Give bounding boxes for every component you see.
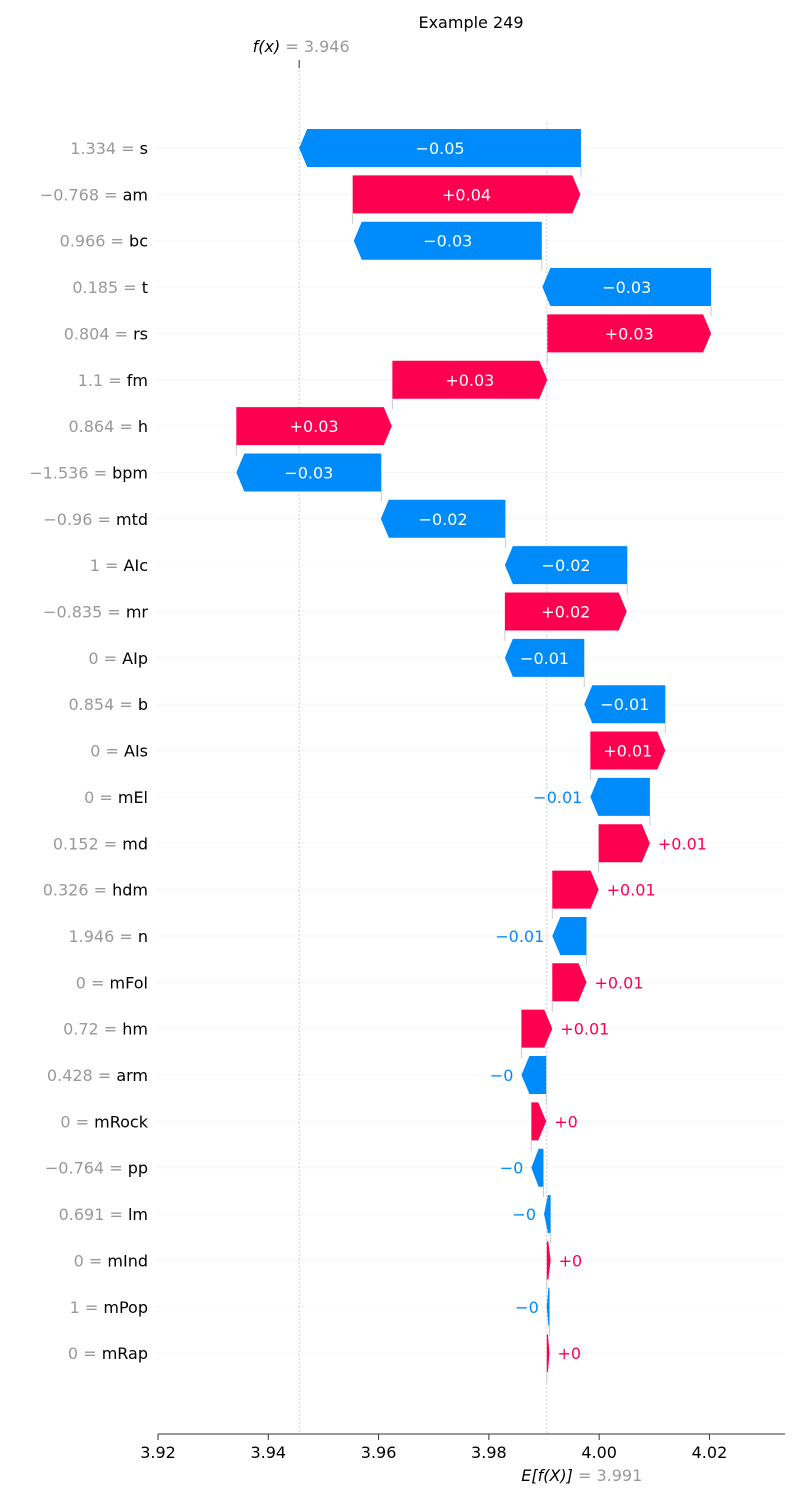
contribution-value-label: +0.01 [594, 973, 643, 992]
contribution-bar [590, 777, 650, 816]
contribution-bar [552, 870, 599, 909]
contribution-bar [531, 1148, 544, 1187]
x-axis-tick-label: 3.94 [250, 1443, 286, 1462]
contribution-value-label: −0.02 [542, 556, 591, 575]
contribution-bar [552, 963, 587, 1002]
feature-label: 0.185 = t [72, 278, 148, 297]
contribution-bar [531, 1102, 547, 1141]
feature-label: 0 = mRock [60, 1112, 148, 1131]
x-axis-tick-label: 3.92 [140, 1443, 176, 1462]
contribution-bar [352, 175, 581, 214]
contribution-value-label: +0.04 [442, 185, 491, 204]
contribution-bar [504, 638, 585, 677]
contribution-bar [598, 824, 650, 863]
contribution-value-label: +0.02 [541, 603, 590, 622]
feature-label: 0 = AIs [90, 742, 148, 761]
contribution-value-label: −0.03 [284, 463, 333, 482]
contribution-value-label: −0.02 [419, 510, 468, 529]
contribution-bar [547, 314, 712, 353]
chart-title: Example 249 [418, 13, 523, 32]
fx-annotation: f(x) = 3.946 [253, 37, 350, 56]
feature-label: −0.835 = mr [43, 603, 148, 622]
contribution-value-label: −0 [512, 1205, 536, 1224]
efx-annotation: E[f(X)] = 3.991 [521, 1466, 642, 1485]
contribution-bar [504, 546, 628, 585]
contribution-bars: −0.05 +0.04 −0.03 −0.03 +0.03 +0.03 +0.03 −0.03… [236, 129, 712, 1373]
contribution-bar [353, 221, 542, 260]
contribution-value-label: +0 [558, 1344, 582, 1363]
x-axis-tick-label: 4.00 [581, 1443, 617, 1462]
contribution-bar [236, 407, 392, 446]
contribution-value-label: −0.01 [520, 649, 569, 668]
contribution-bar [546, 1287, 550, 1326]
feature-label: 0.152 = md [53, 834, 148, 853]
contribution-bar [299, 129, 581, 167]
feature-labels: 1.334 = s −0.768 = am 0.966 = bc 0.185 = t 0… [29, 139, 148, 1363]
contribution-bar [521, 1009, 553, 1048]
x-axis: 3.92 3.94 3.96 3.98 4.00 4.02 [140, 1433, 785, 1462]
contribution-value-label: −0 [500, 1159, 524, 1178]
feature-label: 0.326 = hdm [43, 881, 148, 900]
feature-label: 1.1 = fm [78, 371, 148, 390]
contribution-value-label: +0.01 [603, 742, 652, 761]
contribution-value-label: +0 [559, 1251, 583, 1270]
contribution-value-label: −0.03 [602, 278, 651, 297]
feature-label: 0 = mFol [76, 973, 148, 992]
x-axis-tick-label: 3.96 [361, 1443, 397, 1462]
feature-label: 0.864 = h [68, 417, 148, 436]
contribution-bar [380, 499, 506, 538]
contribution-value-label: −0.05 [416, 139, 465, 158]
contribution-value-label: −0 [490, 1066, 514, 1085]
feature-label: 0 = AIp [88, 649, 148, 668]
efx-label: E[f(X)] = 3.991 [521, 1466, 642, 1485]
feature-label: 1.334 = s [70, 139, 148, 158]
feature-label: 0.72 = hm [63, 1020, 148, 1039]
contribution-value-label: −0 [515, 1298, 539, 1317]
contribution-value-label: −0.03 [423, 232, 472, 251]
feature-label: −0.768 = am [40, 185, 148, 204]
x-axis-tick-label: 4.02 [692, 1443, 728, 1462]
feature-label: 0.691 = lm [59, 1205, 148, 1224]
contribution-value-label: +0 [554, 1112, 578, 1131]
fx-label: f(x) = 3.946 [253, 37, 350, 56]
feature-label: −0.764 = pp [45, 1159, 148, 1178]
feature-label: 0 = mEl [84, 788, 148, 807]
feature-label: −1.536 = bpm [29, 463, 148, 482]
contribution-bar [544, 1195, 551, 1234]
contribution-value-label: +0.03 [290, 417, 339, 436]
contribution-value-label: +0.01 [607, 881, 656, 900]
contribution-value-label: −0.01 [600, 695, 649, 714]
contribution-value-label: +0.03 [605, 324, 654, 343]
contribution-bar [392, 360, 548, 399]
contribution-value-label: +0.03 [445, 371, 494, 390]
contribution-value-label: +0.01 [658, 834, 707, 853]
contribution-bar [236, 453, 382, 492]
feature-label: 0 = mRap [68, 1344, 148, 1363]
contribution-bar [542, 268, 712, 307]
feature-label: 0.966 = bc [60, 232, 148, 251]
x-axis-tick-label: 3.98 [471, 1443, 507, 1462]
row-gridlines [158, 147, 785, 1383]
contribution-bar [590, 731, 666, 770]
contribution-bar [504, 592, 627, 631]
contribution-bar [552, 916, 587, 955]
reference-lines [298, 60, 548, 1434]
contribution-value-label: +0.01 [560, 1020, 609, 1039]
feature-label: 0.804 = rs [64, 324, 148, 343]
contribution-bar [584, 685, 666, 724]
contribution-bar [521, 1056, 547, 1094]
feature-label: 0.854 = b [68, 695, 148, 714]
feature-label: 1 = mPop [70, 1298, 148, 1317]
contribution-value-label: −0.01 [533, 788, 582, 807]
feature-label: 0.428 = arm [47, 1066, 148, 1085]
feature-label: −0.96 = mtd [43, 510, 148, 529]
contribution-value-label: −0.01 [495, 927, 544, 946]
feature-label: 1.946 = n [68, 927, 148, 946]
contribution-bar [546, 1334, 550, 1373]
feature-label: 1 = AIc [90, 556, 148, 575]
feature-label: 0 = mInd [74, 1251, 148, 1270]
contribution-bar [546, 1241, 551, 1280]
